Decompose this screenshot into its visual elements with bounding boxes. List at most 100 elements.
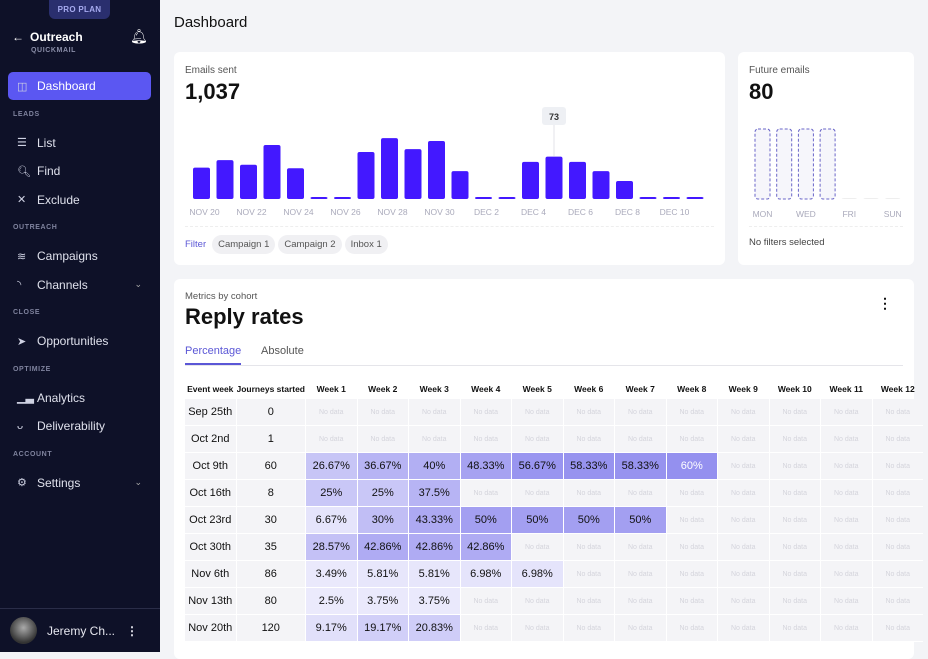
bar-dec-4[interactable] bbox=[522, 161, 539, 199]
event-week: Nov 6th bbox=[185, 561, 236, 588]
org-switcher[interactable]: ← Outreach bbox=[12, 30, 83, 44]
future-bar-sat[interactable] bbox=[863, 198, 879, 199]
cohort-cell-empty: No data bbox=[615, 588, 666, 615]
section-label: ACCOUNT bbox=[13, 450, 53, 458]
event-week: Oct 30th bbox=[185, 534, 236, 561]
sidebar-item-deliverability[interactable]: ᴗ Deliverability bbox=[8, 412, 151, 440]
org-name: Outreach bbox=[30, 30, 83, 44]
cohort-cell-empty: No data bbox=[563, 399, 614, 426]
bar-nov-27[interactable] bbox=[357, 152, 375, 199]
table-row: Oct 30th 35 28.57% 42.86% 42.86% 42.86% No dat… bbox=[185, 534, 923, 561]
bar-nov-30[interactable] bbox=[428, 141, 445, 199]
emails-sent-label: Emails sent bbox=[185, 65, 237, 76]
future-bar-wed[interactable] bbox=[797, 128, 814, 200]
section-label: CLOSE bbox=[13, 309, 41, 316]
sidebar-item-find[interactable]: 🔍︎ Find bbox=[8, 157, 151, 185]
cohort-cell-empty: No data bbox=[512, 426, 563, 453]
event-week: Nov 20th bbox=[185, 615, 236, 642]
bar-nov-24[interactable] bbox=[287, 168, 304, 199]
bar-nov-28[interactable] bbox=[381, 138, 398, 199]
layers-icon: ≋ bbox=[17, 250, 27, 263]
x-tick-label: DEC 8 bbox=[615, 207, 640, 217]
kebab-icon[interactable]: ⋮ bbox=[878, 295, 892, 311]
future-bar-sun[interactable] bbox=[885, 198, 901, 199]
future-emails-chart: MON WED FRI SUN bbox=[753, 128, 902, 219]
sidebar-item-list[interactable]: ☰ List bbox=[8, 129, 151, 157]
future-bar-thu[interactable] bbox=[819, 128, 836, 200]
sidebar-item-channels[interactable]: ◝ Channels ⌄ bbox=[8, 271, 151, 299]
sidebar-item-settings[interactable]: ⚙ Settings ⌄ bbox=[8, 469, 151, 497]
tab-absolute[interactable]: Absolute bbox=[261, 345, 304, 357]
rss-icon: ◝ bbox=[17, 279, 22, 291]
sidebar-item-opportunities[interactable]: ➤ Opportunities bbox=[8, 327, 151, 355]
tab-percentage[interactable]: Percentage bbox=[185, 345, 242, 365]
list-icon: ☰ bbox=[17, 137, 27, 149]
sidebar-item-campaigns[interactable]: ≋ Campaigns bbox=[8, 242, 151, 270]
journeys-started: 0 bbox=[236, 399, 305, 426]
event-week: Oct 9th bbox=[185, 453, 236, 480]
sidebar-item-label: List bbox=[37, 135, 56, 150]
user-menu[interactable]: Jeremy Ch... ⋮ bbox=[0, 608, 160, 652]
gear-icon: ⚙ bbox=[17, 477, 27, 489]
cohort-cell-empty: No data bbox=[821, 534, 872, 561]
sidebar-item-dashboard[interactable]: ◫ Dashboard bbox=[8, 72, 151, 100]
cohort-cell-empty: No data bbox=[615, 561, 666, 588]
cohort-cell-empty: No data bbox=[460, 480, 511, 507]
event-week: Oct 23rd bbox=[185, 507, 236, 534]
sidebar-item-analytics[interactable]: ▁▃ Analytics bbox=[8, 384, 151, 412]
bar-dec-9[interactable] bbox=[639, 197, 657, 199]
bar-nov-25[interactable] bbox=[310, 197, 328, 199]
bell-icon[interactable]: 🔔︎ bbox=[130, 28, 148, 44]
future-emails-total: 80 bbox=[749, 79, 774, 104]
future-bar-mon[interactable] bbox=[754, 128, 771, 200]
bar-dec-8[interactable] bbox=[616, 181, 633, 199]
cohort-cell-empty: No data bbox=[512, 534, 563, 561]
bar-nov-23[interactable] bbox=[263, 145, 281, 199]
user-name: Jeremy Ch... bbox=[47, 623, 116, 638]
event-week: Oct 16th bbox=[185, 480, 236, 507]
section-label: OPTIMIZE bbox=[13, 365, 51, 373]
bar-dec-1[interactable] bbox=[451, 171, 469, 199]
cohort-cell-empty: No data bbox=[666, 507, 717, 534]
cohort-cell: 6.98% bbox=[460, 561, 511, 588]
bar-nov-29[interactable] bbox=[404, 149, 422, 199]
bar-nov-20[interactable] bbox=[193, 167, 210, 199]
future-bar-fri[interactable] bbox=[841, 198, 857, 199]
bar-dec-7[interactable] bbox=[592, 171, 610, 199]
bar-chart-icon: ▁▃ bbox=[17, 392, 34, 404]
bar-dec-5[interactable] bbox=[545, 156, 563, 199]
chevron-down-icon[interactable]: ⌄ bbox=[134, 279, 142, 289]
bar-dec-11[interactable] bbox=[686, 197, 704, 199]
filter-chip-inbox-1[interactable]: Inbox 1 bbox=[344, 235, 388, 254]
section-label: OUTREACH bbox=[13, 224, 58, 231]
cohort-cell-empty: No data bbox=[563, 561, 614, 588]
column-header: Week 1 bbox=[316, 384, 346, 394]
event-week: Sep 25th bbox=[185, 399, 236, 426]
bar-dec-6[interactable] bbox=[569, 161, 586, 199]
filter-link[interactable]: Filter bbox=[185, 239, 207, 250]
filter-chip-campaign-1[interactable]: Campaign 1 bbox=[212, 235, 276, 254]
journeys-started: 8 bbox=[236, 480, 305, 507]
bar-dec-2[interactable] bbox=[475, 197, 492, 199]
event-week: Nov 13th bbox=[185, 588, 236, 615]
bar-nov-22[interactable] bbox=[240, 164, 257, 199]
filter-chip-campaign-2[interactable]: Campaign 2 bbox=[278, 235, 342, 254]
kebab-icon[interactable]: ⋮ bbox=[126, 623, 138, 638]
cohort-cell: 26.67% bbox=[306, 453, 357, 480]
journeys-started: 35 bbox=[236, 534, 305, 561]
bar-dec-3[interactable] bbox=[498, 197, 516, 199]
chevron-down-icon[interactable]: ⌄ bbox=[134, 477, 142, 487]
cohort-cell-empty: No data bbox=[460, 399, 511, 426]
x-tick-label: FRI bbox=[842, 209, 856, 219]
arrow-left-icon[interactable]: ← bbox=[12, 30, 24, 44]
cohort-cell: 3.75% bbox=[357, 588, 408, 615]
column-header: Event week bbox=[187, 384, 234, 394]
bar-dec-10[interactable] bbox=[663, 197, 680, 199]
bar-nov-21[interactable] bbox=[216, 160, 234, 199]
sidebar-item-exclude[interactable]: ✕ Exclude bbox=[8, 186, 151, 214]
cohort-cell-empty: No data bbox=[872, 615, 923, 642]
cohort-cell-empty: No data bbox=[821, 453, 872, 480]
future-bar-tue[interactable] bbox=[776, 128, 793, 200]
bar-nov-26[interactable] bbox=[334, 197, 351, 199]
column-header: Week 7 bbox=[625, 384, 655, 394]
